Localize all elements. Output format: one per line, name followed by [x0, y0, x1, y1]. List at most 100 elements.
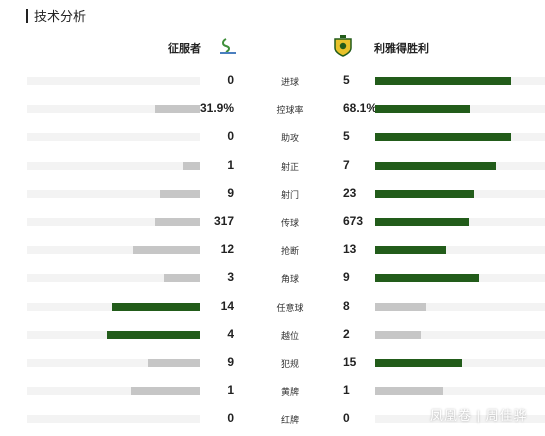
stat-row: 12 抢断 13	[0, 240, 545, 260]
stat-row: 4 越位 2	[0, 325, 545, 345]
stat-row: 9 射门 23	[0, 184, 545, 204]
away-bar-track	[375, 246, 545, 255]
home-bar-track	[27, 359, 200, 367]
away-bar-track	[375, 77, 545, 85]
stat-row: 1 射正 7	[0, 156, 545, 176]
stat-label: 犯规	[280, 359, 299, 369]
stat-label: 越位	[280, 330, 299, 341]
home-stat-value: 31.9%	[199, 101, 234, 116]
away-stat-value: 673	[343, 214, 364, 228]
stat-row: 0 进球 5	[0, 71, 545, 91]
away-bar-track	[375, 218, 545, 226]
home-stat-value: 0	[227, 129, 234, 144]
away-bar-fill	[375, 359, 462, 367]
stat-label: 任意球	[276, 302, 304, 313]
away-team-logo-icon	[334, 35, 352, 57]
home-stat-value: 9	[227, 355, 234, 369]
away-stat-value: 5	[343, 73, 350, 87]
stat-row: 9 犯规 15	[0, 353, 545, 373]
home-bar-track	[27, 77, 200, 85]
away-stat-value: 8	[343, 298, 350, 313]
home-bar-track	[27, 218, 200, 226]
away-bar-track	[375, 359, 545, 367]
away-bar-track	[375, 161, 545, 170]
stat-row: 0 红牌 0	[0, 409, 545, 429]
away-bar-fill	[375, 218, 469, 226]
home-bar-track	[27, 302, 200, 311]
away-bar-track	[375, 302, 545, 311]
home-stat-value: 1	[227, 157, 234, 172]
home-bar-track	[27, 133, 200, 142]
home-bar-track	[27, 246, 200, 255]
stat-row: 31.9% 控球率 68.1%	[0, 99, 545, 119]
stat-label: 控球率	[276, 105, 304, 116]
away-stat-value: 15	[343, 355, 357, 369]
away-stat-value: 9	[343, 270, 350, 285]
home-team-name: 征服者	[168, 43, 201, 55]
stat-label: 角球	[280, 274, 299, 285]
away-bar-track	[375, 330, 545, 339]
stat-label: 射正	[280, 161, 299, 172]
home-team-logo-icon	[220, 38, 236, 54]
away-stat-value: 0	[343, 411, 350, 426]
home-stat-value: 12	[220, 242, 234, 257]
away-stat-value: 1	[343, 383, 350, 398]
stat-label: 射门	[280, 189, 299, 200]
away-bar-fill	[375, 302, 426, 311]
stat-label: 红牌	[280, 415, 299, 426]
watermark: 凤凰卷 | 周佳骅	[430, 408, 528, 423]
home-bar-fill	[112, 302, 200, 311]
stat-row: 0 助攻 5	[0, 127, 545, 147]
home-bar-track	[27, 161, 200, 170]
home-bar-fill	[155, 105, 200, 114]
away-bar-track	[375, 415, 545, 424]
home-bar-track	[27, 105, 200, 114]
stat-label: 传球	[280, 218, 299, 228]
away-stat-value: 7	[343, 157, 350, 172]
home-bar-fill	[164, 274, 200, 283]
away-bar-fill	[375, 77, 511, 85]
home-bar-fill	[107, 330, 200, 339]
section-header: 技术分析	[26, 6, 86, 25]
away-bar-fill	[375, 246, 446, 255]
home-bar-track	[27, 415, 200, 424]
away-bar-fill	[375, 189, 474, 198]
stat-row: 14 任意球 8	[0, 297, 545, 317]
away-stat-value: 13	[343, 242, 357, 257]
stat-label: 抢断	[280, 246, 299, 257]
away-bar-track	[375, 189, 545, 198]
home-stat-value: 9	[227, 185, 234, 200]
away-bar-track	[375, 133, 545, 142]
away-bar-fill	[375, 274, 479, 283]
home-stat-value: 14	[220, 298, 234, 313]
home-bar-track	[27, 189, 200, 198]
away-bar-fill	[375, 330, 421, 339]
away-stat-value: 23	[343, 185, 357, 200]
home-stat-value: 1	[227, 383, 234, 398]
home-bar-track	[27, 330, 200, 339]
away-bar-fill	[375, 133, 511, 142]
away-bar-track	[375, 105, 545, 114]
home-bar-track	[27, 387, 200, 396]
home-bar-fill	[133, 246, 200, 255]
away-bar-track	[375, 274, 545, 283]
stat-row: 317 传球 673	[0, 212, 545, 232]
stat-row: 3 角球 9	[0, 268, 545, 288]
home-stat-value: 3	[227, 270, 234, 285]
stat-label: 助攻	[280, 133, 299, 144]
stat-row: 1 黄牌 1	[0, 381, 545, 401]
away-stat-value: 2	[343, 326, 350, 341]
home-bar-fill	[131, 387, 200, 396]
away-team-name: 利雅得胜利	[374, 43, 429, 55]
away-bar-fill	[375, 161, 496, 170]
home-bar-fill	[155, 218, 200, 226]
away-bar-track	[375, 387, 545, 396]
section-title: 技术分析	[34, 9, 87, 24]
away-stat-value: 5	[343, 129, 350, 144]
home-bar-fill	[160, 189, 200, 198]
stat-label: 黄牌	[280, 387, 299, 398]
away-stat-value: 68.1%	[343, 101, 378, 116]
away-bar-fill	[375, 105, 470, 114]
home-stat-value: 317	[213, 214, 234, 228]
home-stat-value: 4	[227, 326, 234, 341]
